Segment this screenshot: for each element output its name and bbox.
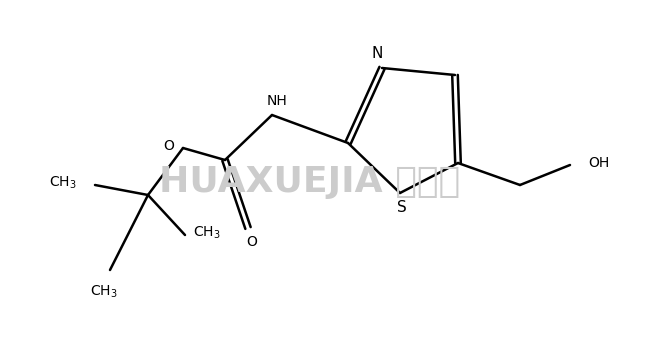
Text: CH$_3$: CH$_3$	[49, 175, 77, 191]
Text: N: N	[371, 47, 383, 62]
Text: CH$_3$: CH$_3$	[90, 284, 118, 300]
Text: S: S	[397, 199, 407, 214]
Text: O: O	[164, 139, 174, 153]
Text: HUAXUEJIA 化学加: HUAXUEJIA 化学加	[159, 165, 461, 199]
Text: NH: NH	[266, 94, 288, 108]
Text: O: O	[247, 235, 257, 249]
Text: OH: OH	[588, 156, 609, 170]
Text: CH$_3$: CH$_3$	[193, 225, 220, 241]
